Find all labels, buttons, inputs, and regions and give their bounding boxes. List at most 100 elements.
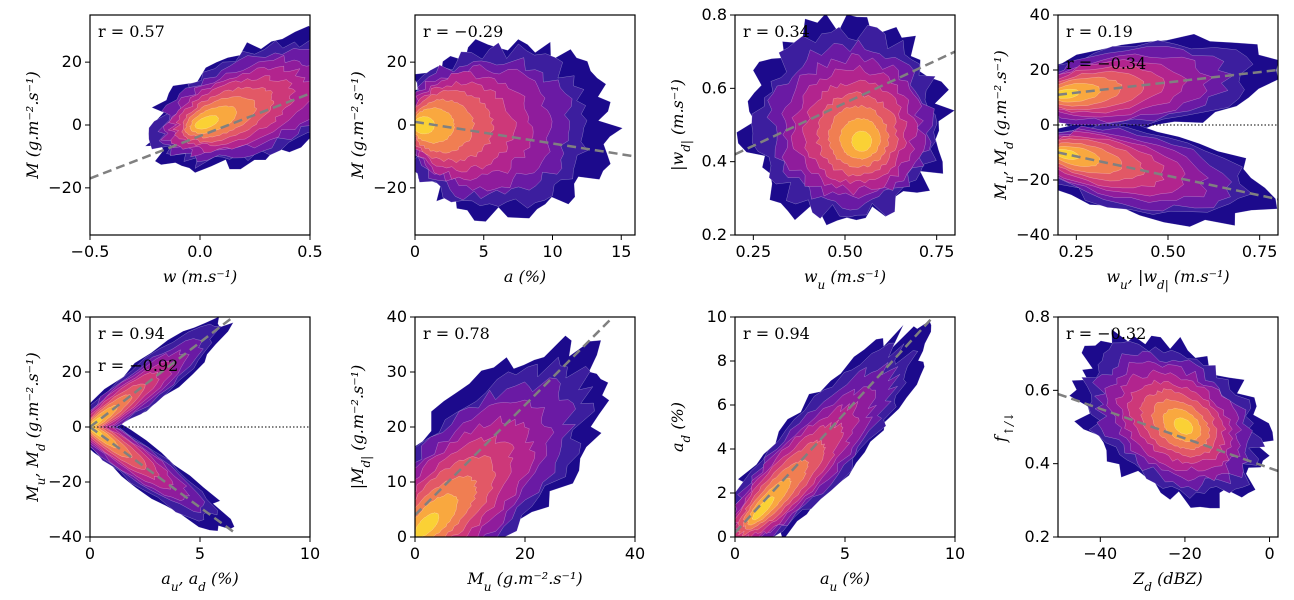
y-tick-label: 40 [62,307,82,326]
y-axis-label: f↑/↓ [991,412,1016,443]
y-tick-label: 8 [717,351,727,370]
density-level-9 [1058,89,1080,99]
x-axis-label: Zd (dBZ) [1132,569,1203,594]
y-tick-label: 2 [717,483,727,502]
plot-area [735,15,955,226]
y-tick-label: 20 [387,52,407,71]
x-axis-label: a (%) [504,267,546,286]
x-tick-label: 0.25 [736,242,772,261]
y-tick-label: −40 [48,527,82,546]
axes-frame [1057,316,1279,538]
correlation-label: r = 0.94 [98,324,165,343]
fit-line-1 [735,317,934,534]
x-tick-label: −40 [1083,544,1117,563]
y-tick-label: 0 [397,527,407,546]
x-tick-label: 0.50 [1150,242,1186,261]
x-tick-label: −0.5 [71,242,110,261]
x-tick-label: 40 [625,544,645,563]
x-tick-label: 15 [611,242,631,261]
x-tick-label: 0.25 [1059,242,1095,261]
fit-line-1 [1058,68,1278,96]
fit-line-1 [415,120,635,158]
correlation-label: r = −0.34 [1066,54,1146,73]
fit-line-1 [735,50,955,156]
y-tick-label: 0.8 [1025,307,1050,326]
y-tick-label: 10 [387,472,407,491]
y-axis-label: Mu, Md (g.m⁻².s⁻¹) [23,352,48,502]
x-axis-label: au, ad (%) [161,569,238,594]
correlation-label: r = 0.34 [743,22,810,41]
x-tick-label: 10 [300,544,320,563]
x-axis-label: wu, |wd| (m.s⁻¹) [1106,267,1229,292]
y-tick-label: 0.2 [1025,527,1050,546]
plot-area [735,317,934,537]
x-tick-label: 0.50 [827,242,863,261]
correlation-label: r = −0.29 [423,22,503,41]
y-tick-label: −40 [1016,225,1050,244]
panel-6: 0 20 40 0 10 20 30 40 Mu (g.m⁻².s⁻¹) |Md| (g.m⁻².… [348,307,645,594]
fit-line-2 [90,425,234,533]
y-tick-label: 0 [397,115,407,134]
x-tick-label: 0 [410,544,420,563]
x-tick-label: 0.5 [297,242,322,261]
fit-line-1 [90,92,310,180]
x-tick-label: 0 [85,544,95,563]
plot-area [1058,33,1278,228]
plot-area [415,38,635,222]
y-axis-label: M (g.m⁻².s⁻¹) [23,71,42,179]
fit-line-2 [1058,151,1278,201]
fit-line-1 [90,317,234,428]
x-tick-label: 5 [195,544,205,563]
x-tick-label: 0.0 [187,242,212,261]
panel-4: 0.25 0.50 0.75 −40 −20 0 20 40 wu, |wd| (m.s⁻¹) M… [991,5,1279,292]
x-tick-label: 0 [1264,544,1274,563]
y-tick-label: 0 [1040,115,1050,134]
y-tick-label: 0.6 [702,78,727,97]
correlation-label: r = −0.32 [1066,324,1146,343]
y-tick-label: 0.4 [702,152,727,171]
panel-2: 0 5 10 15 −20 0 20 a (%) M (g.m⁻².s⁻¹) r = −0.29 [348,14,636,286]
panel-8: −40 −20 0 0.2 0.4 0.6 0.8 Zd (dBZ) f↑/↓ r = −0.32 [991,307,1279,594]
x-tick-label: 0.75 [1242,242,1278,261]
y-tick-label: 4 [717,439,727,458]
y-tick-label: 0.2 [702,225,727,244]
fit-line-1 [415,317,614,516]
x-axis-label: Mu (g.m⁻².s⁻¹) [466,569,582,594]
panel-3: 0.25 0.50 0.75 0.2 0.4 0.6 0.8 wu (m.s⁻¹) |wd| (… [668,5,956,292]
y-axis-label: |Md| (g.m⁻².s⁻¹) [348,365,373,490]
y-tick-label: −20 [373,178,407,197]
y-tick-label: 0 [72,115,82,134]
y-tick-label: −20 [48,178,82,197]
x-tick-label: 5 [840,544,850,563]
y-tick-label: 0 [72,417,82,436]
panel-1: −0.5 0.0 0.5 −20 0 20 w (m.s⁻¹) M (g.m⁻².s⁻¹) r … [23,14,323,286]
x-tick-label: 0 [410,242,420,261]
y-tick-label: 0.8 [702,5,727,24]
correlation-label: r = 0.19 [1066,22,1133,41]
y-tick-label: 0 [717,527,727,546]
x-tick-label: 20 [515,544,535,563]
plot-area [415,317,614,537]
y-axis-label: M (g.m⁻².s⁻¹) [348,71,367,179]
panel-7: 0 5 10 0 2 4 6 8 10 au (%) ad (%) r = 0.94 [668,307,965,594]
x-tick-label: 0 [730,544,740,563]
y-tick-label: 40 [387,307,407,326]
y-tick-label: 10 [707,307,727,326]
correlation-label: r = 0.78 [423,324,490,343]
density-level-9 [415,116,435,135]
y-tick-label: 30 [387,362,407,381]
y-axis-label: ad (%) [668,402,693,452]
y-tick-label: 20 [387,417,407,436]
plot-area [90,25,310,180]
x-tick-label: 0.75 [919,242,955,261]
density-level-9 [1173,417,1194,435]
y-tick-label: 20 [1030,60,1050,79]
x-tick-label: 10 [542,242,562,261]
y-tick-label: −20 [1016,170,1050,189]
x-tick-label: 5 [479,242,489,261]
correlation-label: r = 0.57 [98,22,165,41]
correlation-label: r = 0.94 [743,324,810,343]
y-tick-label: 20 [62,52,82,71]
x-axis-label: wu (m.s⁻¹) [804,267,886,292]
